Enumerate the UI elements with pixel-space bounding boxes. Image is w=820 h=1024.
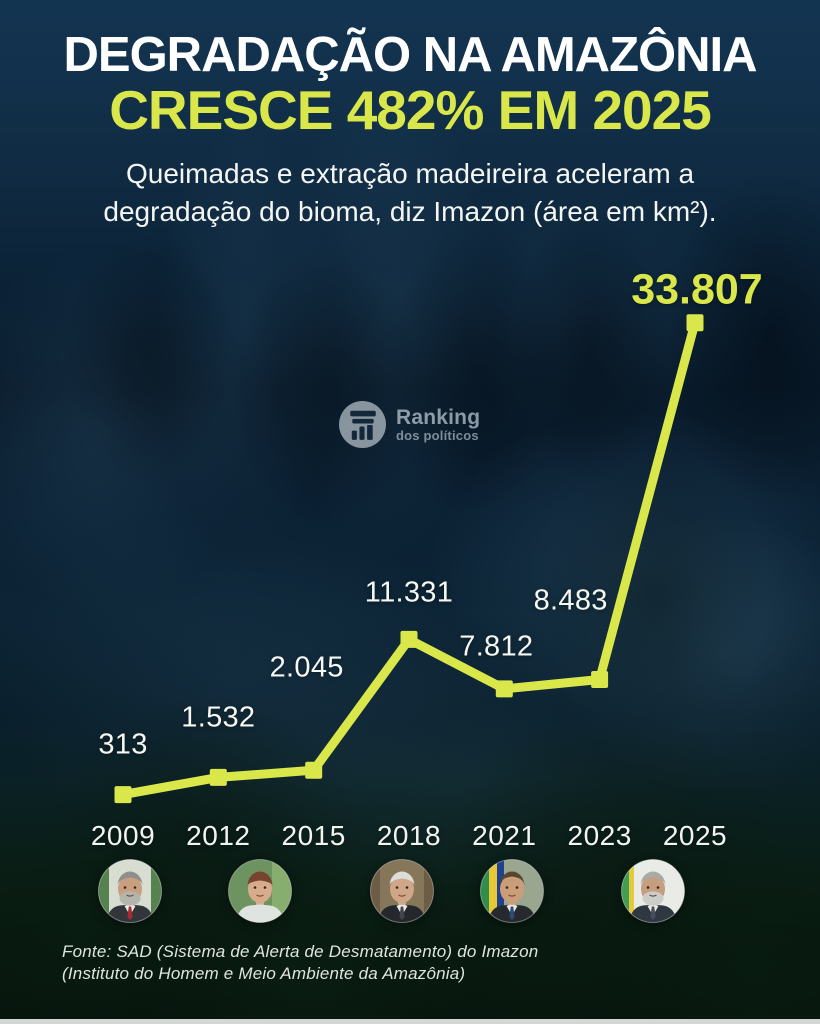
title-line-2: CRESCE 482% EM 2025 xyxy=(109,78,712,141)
data-point-marker-2015 xyxy=(305,761,323,779)
x-tick-2021: 2021 xyxy=(472,820,537,851)
value-label-2021: 7.812 xyxy=(459,630,534,663)
x-tick-2023: 2023 xyxy=(567,820,632,851)
x-tick-2015: 2015 xyxy=(281,820,346,851)
watermark-ranking-dos-politicos: Ranking dos políticos xyxy=(338,400,480,449)
x-tick-2025: 2025 xyxy=(662,820,728,851)
brand-name: Ranking xyxy=(396,406,481,429)
header: DEGRADAÇÃO NA AMAZÔNIA CRESCE 482% EM 20… xyxy=(0,30,820,231)
data-point-marker-2012 xyxy=(209,768,227,786)
data-point-marker-2021 xyxy=(495,680,513,698)
subtitle: Queimadas e extração madeireira aceleram… xyxy=(0,155,820,231)
data-point-marker-2009 xyxy=(114,786,132,804)
value-label-2023: 8.483 xyxy=(533,584,608,617)
president-avatar-temer xyxy=(370,859,434,923)
president-avatar-lula-2025 xyxy=(621,859,685,923)
source-line-1: Fonte: SAD (Sistema de Alerta de Desmata… xyxy=(62,942,539,961)
president-avatar-lula-2009 xyxy=(98,859,162,923)
x-tick-2009: 2009 xyxy=(90,820,156,851)
x-tick-2012: 2012 xyxy=(186,820,251,851)
x-tick-2018: 2018 xyxy=(376,820,442,851)
president-avatar-bolsonaro xyxy=(480,859,544,923)
president-avatar-dilma xyxy=(228,859,292,923)
ranking-logo-icon xyxy=(339,401,386,448)
source-note: Fonte: SAD (Sistema de Alerta de Desmata… xyxy=(62,941,538,985)
value-label-2018: 11.331 xyxy=(364,576,454,609)
value-label-2012: 1.532 xyxy=(181,701,256,734)
title-line-1: DEGRADAÇÃO NA AMAZÔNIA xyxy=(63,28,758,82)
data-point-marker-2025 xyxy=(686,314,704,332)
brand-subname: dos políticos xyxy=(396,428,479,443)
value-label-2015: 2.045 xyxy=(269,651,344,684)
data-point-marker-2023 xyxy=(591,671,609,688)
subtitle-line-2: degradação do bioma, diz Imazon (área em… xyxy=(103,195,717,227)
value-label-2009: 313 xyxy=(98,728,148,761)
data-point-marker-2018 xyxy=(400,630,418,648)
bottom-edge-strip xyxy=(0,1019,820,1024)
source-line-2: (Instituto do Homem e Meio Ambiente da A… xyxy=(62,964,466,983)
ranking-logo-text: Ranking dos políticos xyxy=(396,406,481,443)
subtitle-line-1: Queimadas e extração madeireira aceleram… xyxy=(125,157,695,189)
value-label-2025: 33.807 xyxy=(631,265,763,314)
